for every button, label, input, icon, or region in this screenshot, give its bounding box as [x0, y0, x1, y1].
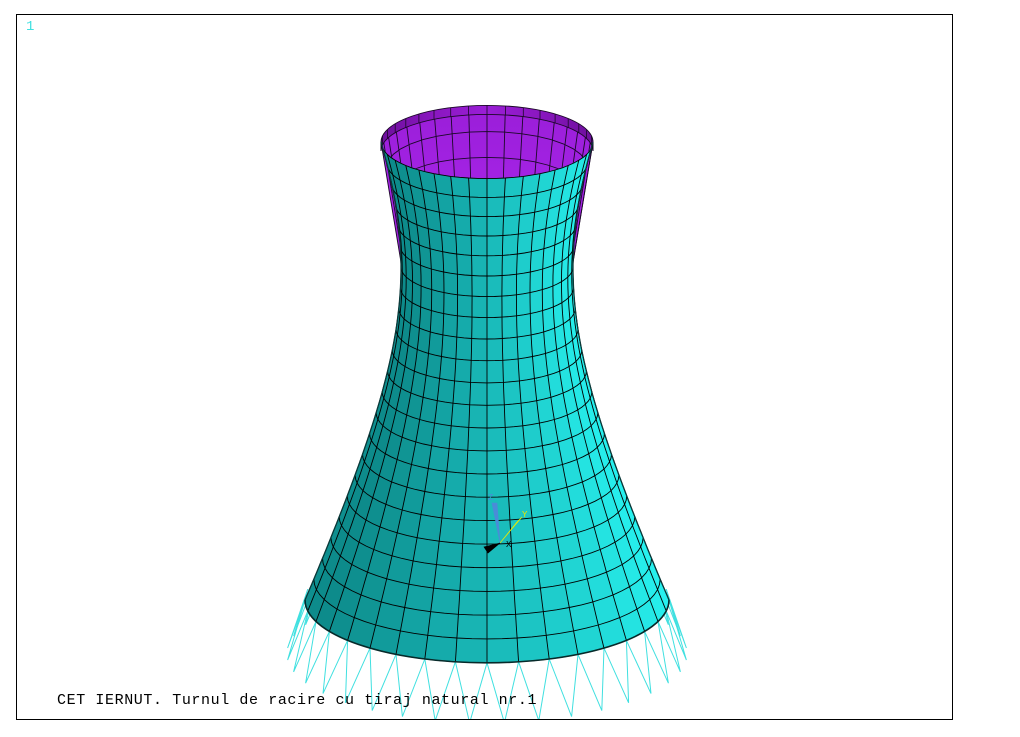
model-caption: CET IERNUT. Turnul de racire cu tiraj na… [57, 692, 538, 709]
graphics-frame [16, 14, 953, 720]
step-number-label: 1 [26, 19, 35, 35]
